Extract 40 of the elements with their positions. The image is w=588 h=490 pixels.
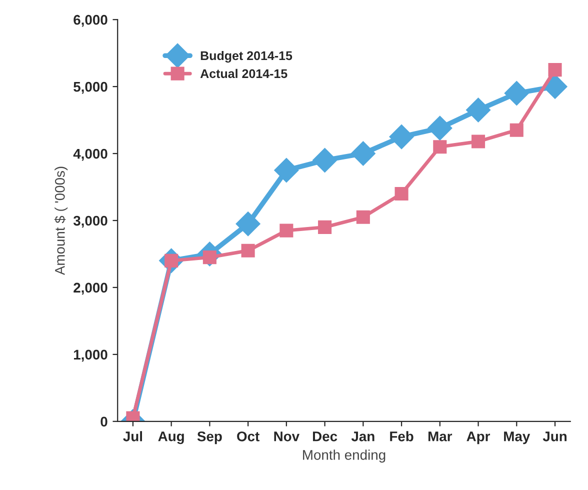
x-tick-label: Mar: [428, 432, 452, 442]
point: [394, 186, 408, 200]
point: [350, 141, 376, 166]
legend-label: Budget 2014-15: [200, 50, 292, 63]
point: [548, 63, 562, 77]
point: [312, 148, 338, 173]
y-tick-label: 3,000: [73, 216, 108, 228]
x-axis-title: Month ending: [303, 450, 386, 463]
point: [318, 220, 332, 234]
point: [356, 210, 370, 224]
x-tick-label: Jul: [123, 431, 142, 442]
x-tick-label: Sep: [197, 431, 222, 444]
point: [241, 244, 255, 258]
point: [433, 140, 447, 154]
point: [274, 158, 299, 183]
y-tick-label: 5,000: [74, 82, 108, 94]
x-tick-label: Feb: [390, 431, 414, 442]
x-tick-label: Jun: [542, 432, 566, 442]
point: [466, 98, 491, 122]
legend-label: Actual 2014-15: [200, 68, 288, 78]
point: [510, 123, 524, 137]
y-tick-label: 0: [100, 416, 108, 427]
x-tick-label: May: [504, 432, 530, 444]
point: [389, 124, 414, 150]
y-tick-label: 6,000: [74, 14, 108, 27]
x-tick-label: Jan: [351, 432, 374, 442]
x-tick-label: Aug: [158, 432, 184, 444]
x-tick-label: Nov: [274, 432, 300, 442]
point: [428, 116, 452, 140]
y-tick-label: 2,000: [74, 282, 108, 295]
y-tick-label: 1,000: [74, 350, 108, 362]
point: [236, 212, 260, 236]
y-axis-title: Amount $ ( '000s): [54, 166, 68, 276]
point: [472, 134, 486, 148]
x-tick-label: Oct: [237, 431, 260, 442]
y-tick-label: 4,000: [73, 148, 108, 161]
point: [504, 80, 529, 106]
x-tick-label: Apr: [466, 432, 490, 444]
x-tick-label: Dec: [312, 432, 338, 442]
point: [280, 224, 294, 238]
